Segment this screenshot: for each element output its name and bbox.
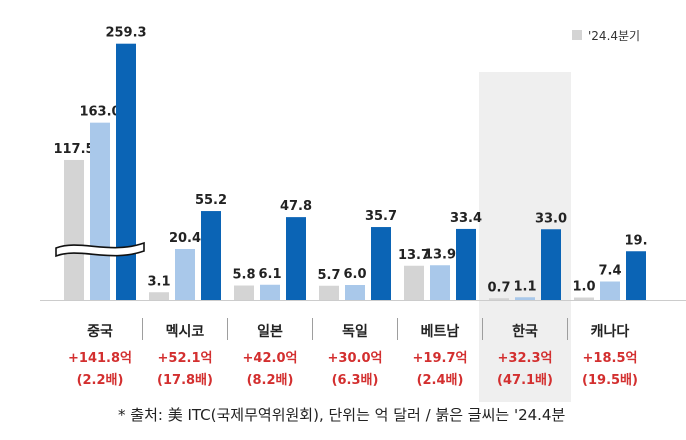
bar-캐나다-series3	[626, 251, 646, 300]
category-label: 멕시코	[166, 323, 205, 340]
category-label: 중국	[87, 324, 113, 340]
bar-한국-series1	[489, 298, 509, 300]
increase-label: +141.8억	[68, 351, 132, 366]
bar-멕시코-series2	[175, 249, 195, 300]
value-label: 13.9	[424, 247, 456, 262]
increase-label: +52.1억	[158, 351, 213, 366]
value-label: 6.0	[343, 267, 366, 282]
bar-중국-series1	[64, 159, 84, 300]
ratio-label: (6.3배)	[332, 372, 379, 388]
legend-swatch	[572, 30, 582, 40]
bar-베트남-series3	[456, 228, 476, 300]
value-label: 259.3	[105, 26, 146, 41]
increase-label: +42.0억	[243, 351, 298, 366]
bar-독일-series3	[371, 227, 391, 300]
category-label: 일본	[257, 324, 283, 340]
value-label: 0.7	[487, 280, 510, 295]
bar-일본-series2	[260, 284, 280, 300]
ratio-label: (2.4배)	[417, 372, 464, 388]
bar-베트남-series1	[404, 265, 424, 300]
bar-한국-series3	[541, 229, 561, 300]
bar-베트남-series2	[430, 265, 450, 300]
legend-label: '24.4분기	[588, 29, 640, 43]
bar-중국-series3	[116, 43, 136, 300]
ratio-label: (17.8배)	[157, 372, 213, 388]
value-label: 7.4	[598, 264, 621, 279]
bar-독일-series1	[319, 285, 339, 300]
increase-label: +32.3억	[498, 351, 553, 366]
bar-캐나다-series1	[574, 297, 594, 300]
value-label: 117.5	[53, 142, 94, 157]
category-label: 캐나다	[591, 324, 630, 340]
value-label: 35.7	[365, 209, 397, 224]
source-note: * 출처: 美 ITC(국제무역위원회), 단위는 억 달러 / 붉은 글씨는 …	[118, 406, 566, 424]
category-label: 베트남	[421, 323, 460, 340]
value-label: 6.1	[258, 267, 281, 282]
bar-일본-series3	[286, 217, 306, 300]
value-label: 20.4	[169, 231, 201, 246]
ratio-label: (2.2배)	[77, 372, 124, 388]
value-label: 1.0	[572, 280, 595, 295]
ratio-label: (19.5배)	[582, 372, 638, 388]
bar-멕시코-series1	[149, 292, 169, 300]
value-label: 19.	[624, 233, 647, 248]
value-label: 3.1	[147, 274, 170, 289]
value-label: 163.0	[79, 105, 120, 120]
category-label: 한국	[512, 324, 538, 340]
value-label: 5.7	[317, 268, 340, 283]
value-label: 1.1	[513, 279, 536, 294]
value-label: 33.4	[450, 211, 482, 226]
value-label: 47.8	[280, 199, 312, 214]
value-label: 13.7	[398, 248, 430, 263]
bar-일본-series1	[234, 285, 254, 300]
value-label: 33.0	[535, 211, 567, 226]
ratio-label: (47.1배)	[497, 372, 553, 388]
increase-label: +18.5억	[583, 351, 638, 366]
value-label: 5.8	[232, 268, 255, 283]
bar-한국-series2	[515, 297, 535, 300]
value-label: 55.2	[195, 193, 227, 208]
increase-label: +19.7억	[413, 351, 468, 366]
increase-label: +30.0억	[328, 351, 383, 366]
bar-독일-series2	[345, 285, 365, 300]
ratio-label: (8.2배)	[247, 372, 294, 388]
bar-캐나다-series2	[600, 281, 620, 300]
bar-중국-series2	[90, 122, 110, 300]
axis-break-mark	[55, 241, 145, 258]
category-label: 독일	[342, 324, 368, 340]
bar-멕시코-series3	[201, 211, 221, 300]
